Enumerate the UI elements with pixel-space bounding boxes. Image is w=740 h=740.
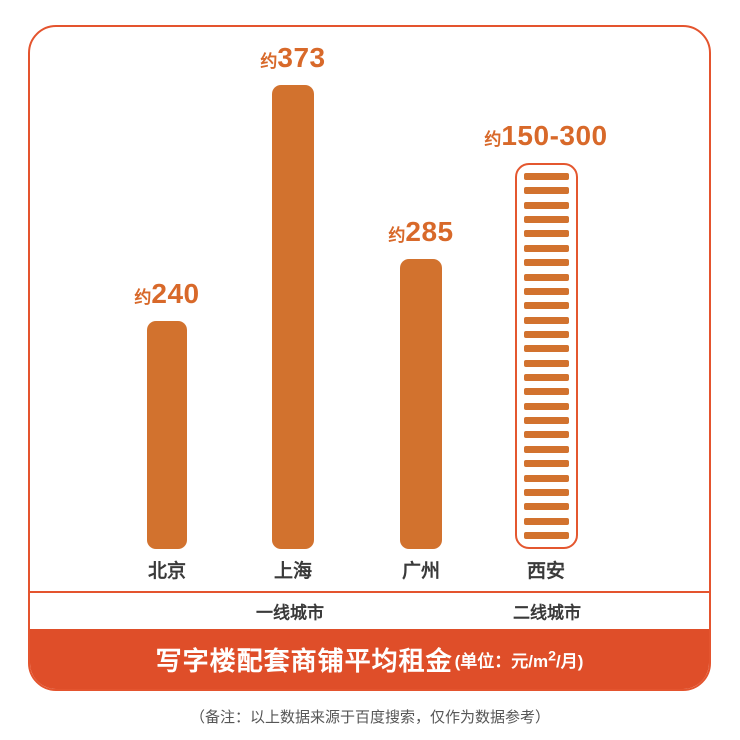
tier-separator-line — [30, 591, 709, 593]
bar-stripe — [523, 316, 569, 324]
title-banner: 写字楼配套商铺平均租金 (单位：元/m2/月) — [30, 629, 709, 689]
tier-band: 一线城市 二线城市 — [30, 593, 709, 629]
bar-stripe — [523, 402, 569, 410]
chart-title: 写字楼配套商铺平均租金 — [155, 645, 453, 676]
bar-stripe — [523, 187, 569, 195]
bar-stripe — [523, 374, 569, 382]
value-prefix: 约 — [388, 226, 406, 245]
tier-label-first: 一线城市 — [256, 603, 324, 623]
chart-card: 约240 北京 约373 上海 约285 广州 约150-300 西安 一线城市 二线城市 写… — [28, 25, 711, 691]
value-label-beijing: 约240 — [134, 280, 199, 308]
value-label-guangzhou: 约285 — [388, 218, 453, 246]
bar-stripe — [523, 259, 569, 267]
bar-stripe — [523, 302, 569, 310]
bar-stripe — [523, 517, 569, 525]
bar-stripe — [523, 388, 569, 396]
bar-stripe — [523, 173, 569, 180]
city-label-beijing: 北京 — [147, 561, 186, 582]
bar-stripe — [523, 531, 569, 539]
bar-solid-beijing — [147, 321, 187, 549]
bar-column-guangzhou: 约285 — [356, 218, 486, 549]
city-label-guangzhou: 广州 — [401, 561, 440, 582]
value-label-shanghai: 约373 — [260, 44, 325, 72]
bar-stripe — [523, 287, 569, 295]
bar-column-beijing: 约240 — [102, 280, 232, 549]
value-number: 285 — [405, 216, 454, 247]
bar-solid-shanghai — [272, 85, 314, 549]
bar-stripe — [523, 244, 569, 252]
bar-column-xian: 约150-300 — [481, 122, 611, 549]
value-number: 150-300 — [501, 120, 608, 151]
value-prefix: 约 — [484, 130, 502, 149]
value-number: 240 — [151, 278, 200, 309]
bar-stripe — [523, 417, 569, 425]
bar-stripe — [523, 445, 569, 453]
value-number: 373 — [277, 42, 326, 73]
city-label-shanghai: 上海 — [273, 561, 312, 582]
bar-stripe — [523, 474, 569, 482]
bar-stripe — [523, 345, 569, 353]
bar-solid-guangzhou — [400, 259, 442, 549]
bar-stripe — [523, 330, 569, 338]
bar-stripe — [523, 503, 569, 511]
city-label-xian: 西安 — [526, 561, 565, 582]
bar-stripe — [523, 216, 569, 224]
value-prefix: 约 — [260, 52, 278, 71]
bar-striped-xian — [514, 163, 578, 549]
bar-chart-area: 约240 北京 约373 上海 约285 广州 约150-300 西安 — [30, 27, 709, 591]
value-label-xian: 约150-300 — [484, 122, 607, 150]
tier-label-second: 二线城市 — [513, 603, 581, 623]
value-prefix: 约 — [134, 288, 152, 307]
superscript-2: 2 — [548, 647, 556, 664]
bar-stripe — [523, 460, 569, 468]
bar-stripe — [523, 201, 569, 209]
footnote: （备注：以上数据来源于百度搜索，仅作为数据参考） — [189, 709, 550, 726]
bar-stripe — [523, 431, 569, 439]
bar-stripe — [523, 359, 569, 367]
bar-stripe — [523, 230, 569, 238]
bar-column-shanghai: 约373 — [228, 44, 358, 549]
chart-unit-label: (单位：元/m2/月) — [454, 647, 584, 671]
bar-stripe — [523, 273, 569, 281]
bar-stripe — [523, 488, 569, 496]
